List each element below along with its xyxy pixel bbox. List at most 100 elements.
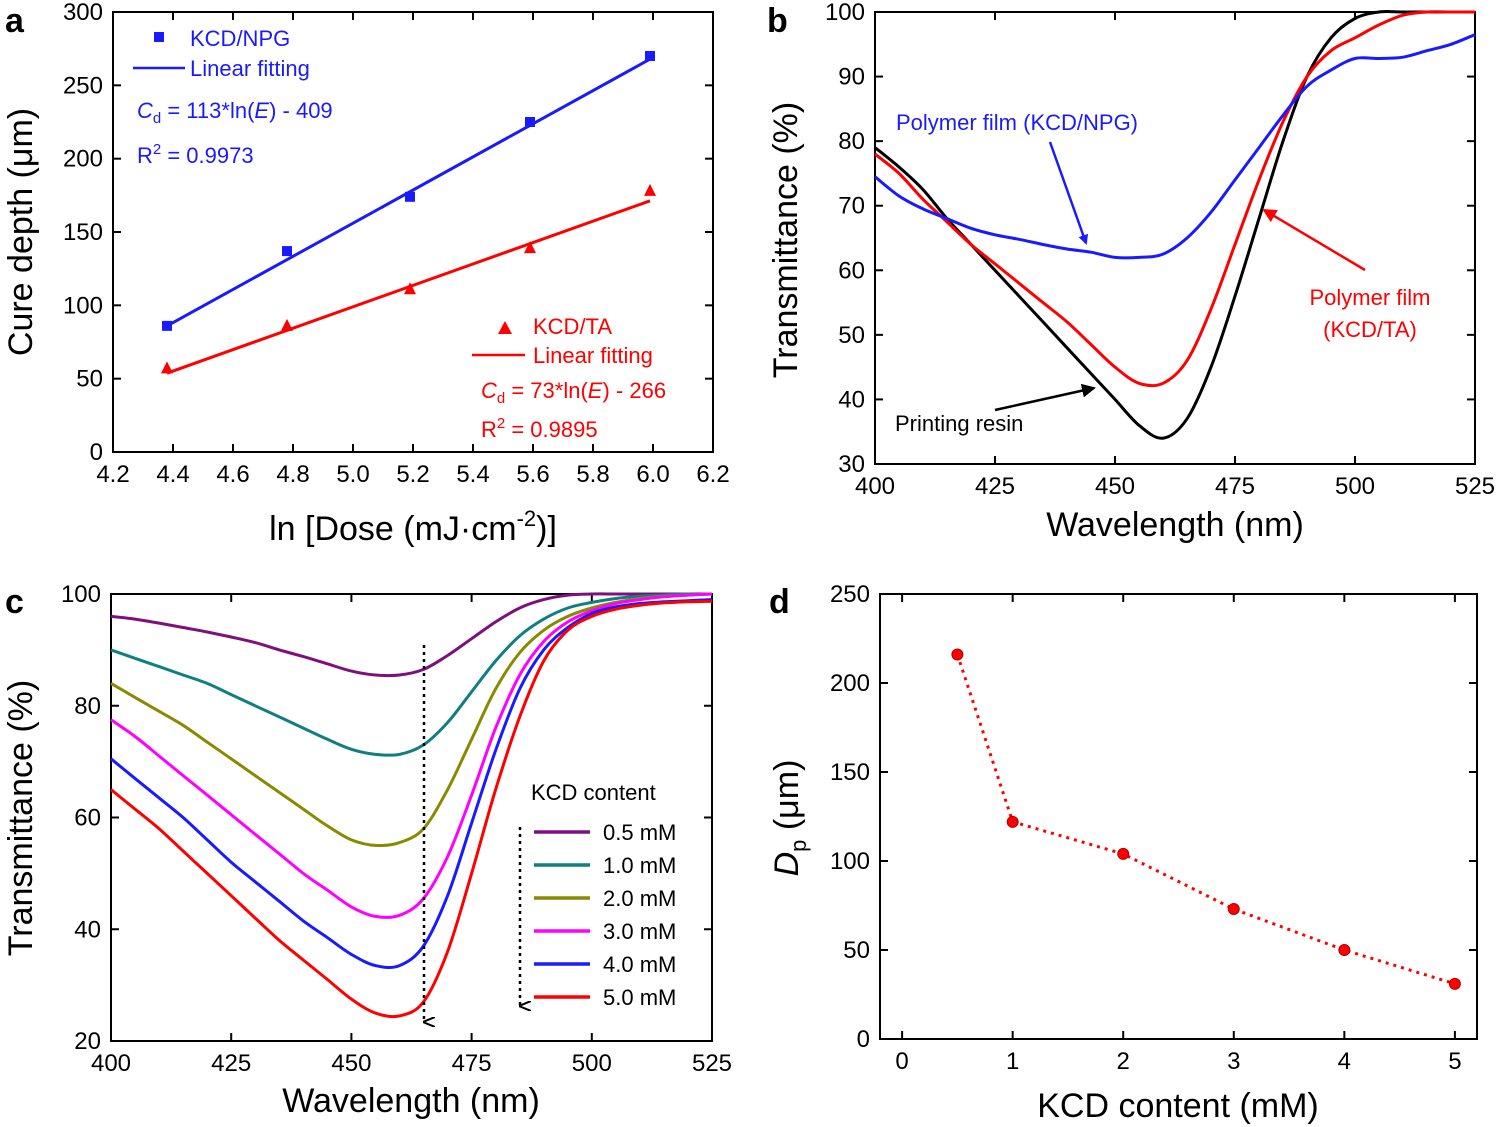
dp-point bbox=[951, 648, 964, 661]
point-npg bbox=[162, 320, 172, 331]
panel-c-y-label: Transmittance (%) bbox=[2, 680, 40, 956]
annotation-npg-arrow bbox=[1048, 141, 1089, 245]
annotation-ta-arrow bbox=[1262, 208, 1366, 272]
panel-b-y-tick-label: 100 bbox=[825, 0, 865, 26]
legend-ta-label: KCD/TA bbox=[533, 314, 612, 339]
dp-line bbox=[955, 654, 1456, 986]
annotation-ta-film-line2: (KCD/TA) bbox=[1323, 317, 1417, 342]
panel-d-letter: d bbox=[769, 583, 790, 621]
panel-d-y-tick-label: 200 bbox=[830, 670, 870, 697]
panel-a-y-tick-label: 200 bbox=[63, 146, 103, 173]
equation-npg: Cd = 113*ln(E) - 409 bbox=[137, 98, 333, 127]
panel-b-x-tick-label: 450 bbox=[1095, 473, 1135, 500]
panel-b-y-ticks: 30 40 50 60 70 80 90 100 bbox=[825, 0, 1475, 478]
panel-a-y-tick-label: 0 bbox=[90, 439, 103, 466]
panel-c-x-tick-label: 475 bbox=[452, 1050, 492, 1077]
panel-a-x-tick-label: 4.4 bbox=[156, 461, 189, 488]
panel-a-y-tick-label: 150 bbox=[63, 219, 103, 246]
legend-npg-fit-label: Linear fitting bbox=[190, 56, 310, 81]
point-ta bbox=[404, 282, 416, 295]
point-npg bbox=[645, 51, 655, 61]
panel-a-x-tick-label: 5.6 bbox=[516, 461, 549, 488]
panel-d-frame bbox=[879, 593, 1478, 1040]
panel-b-y-tick-label: 30 bbox=[838, 451, 865, 478]
panel-c-x-tick-label: 400 bbox=[91, 1050, 131, 1077]
panel-d-x-label: KCD content (mM) bbox=[1037, 1087, 1319, 1125]
panel-a-x-tick-label: 5.2 bbox=[396, 461, 429, 488]
panel-c: c 400 425 450 475 500 525 20 40 60 80 100 Wavelen… bbox=[2, 581, 732, 1120]
dp-point bbox=[1117, 847, 1130, 860]
panel-d-y-tick-label: 150 bbox=[830, 759, 870, 786]
panel-a-x-tick-label: 5.8 bbox=[576, 461, 609, 488]
panel-a-x-tick-label: 5.4 bbox=[456, 461, 489, 488]
panel-b-y-tick-label: 80 bbox=[838, 128, 865, 155]
panel-c-y-tick-label: 20 bbox=[74, 1028, 101, 1055]
legend-npg-label: KCD/NPG bbox=[190, 26, 290, 51]
point-ta bbox=[644, 183, 656, 196]
legend-label: 5.0 mM bbox=[603, 985, 676, 1010]
dp-point bbox=[1338, 944, 1351, 956]
panel-b-y-tick-label: 90 bbox=[838, 64, 865, 91]
panel-b-x-tick-label: 425 bbox=[975, 473, 1015, 500]
series-line-ta-film bbox=[874, 10, 1475, 388]
panel-b-y-tick-label: 50 bbox=[838, 322, 865, 349]
panel-c-y-tick-label: 80 bbox=[74, 693, 101, 720]
panel-b-letter: b bbox=[767, 2, 788, 40]
point-ta bbox=[524, 241, 536, 254]
panel-b-x-ticks: 400 425 450 475 500 525 bbox=[855, 12, 1495, 500]
panel-b-x-label: Wavelength (nm) bbox=[1046, 506, 1304, 544]
panel-b-x-tick-label: 525 bbox=[1455, 473, 1495, 500]
dp-point bbox=[1006, 815, 1019, 828]
series-line-10mm bbox=[110, 592, 713, 757]
panel-c-y-tick-label: 40 bbox=[74, 916, 101, 943]
point-ta bbox=[281, 318, 293, 331]
panel-d-y-ticks: 0 50 100 150 200 250 bbox=[830, 581, 1477, 1053]
annotation-npg-film: Polymer film (KCD/NPG) bbox=[896, 110, 1138, 135]
legend-label: 4.0 mM bbox=[603, 952, 676, 977]
panel-a-y-tick-label: 50 bbox=[76, 366, 103, 393]
panel-c-x-label: Wavelength (nm) bbox=[282, 1082, 540, 1120]
panel-b-lines bbox=[874, 10, 1476, 440]
panel-c-y-tick-label: 60 bbox=[74, 805, 101, 832]
panel-b-y-tick-label: 60 bbox=[838, 257, 865, 284]
legend-label: 2.0 mM bbox=[603, 886, 676, 911]
panel-d-y-tick-label: 50 bbox=[843, 937, 870, 964]
series-line-05mm bbox=[110, 592, 712, 678]
annotation-resin-arrow bbox=[994, 383, 1096, 412]
legend-label: 3.0 mM bbox=[603, 919, 676, 944]
panel-c-y-ticks: 20 40 60 80 100 bbox=[61, 581, 712, 1055]
panel-d-x-tick-label: 5 bbox=[1448, 1048, 1461, 1075]
panel-b-x-tick-label: 400 bbox=[855, 473, 895, 500]
panel-d-y-tick-label: 0 bbox=[857, 1026, 870, 1053]
panel-c-x-tick-label: 450 bbox=[331, 1050, 371, 1077]
series-line-50mm bbox=[110, 599, 713, 1019]
panel-d-x-tick-label: 0 bbox=[895, 1048, 908, 1075]
panel-a-x-tick-label: 6.2 bbox=[696, 461, 729, 488]
panel-a-x-tick-label: 4.6 bbox=[216, 461, 249, 488]
panel-a-x-tick-label: 5.0 bbox=[336, 461, 369, 488]
legend-ta-fit-label: Linear fitting bbox=[533, 343, 653, 368]
panel-d-y-tick-label: 100 bbox=[830, 848, 870, 875]
annotation-ta-film-line1: Polymer film bbox=[1309, 285, 1430, 310]
panel-c-legend-title: KCD content bbox=[531, 780, 656, 805]
panel-c-x-tick-label: 425 bbox=[211, 1050, 251, 1077]
panel-a-y-tick-label: 100 bbox=[63, 292, 103, 319]
panel-b-frame bbox=[874, 11, 1476, 465]
point-ta bbox=[161, 361, 173, 374]
panel-d-x-tick-label: 3 bbox=[1227, 1048, 1240, 1075]
panel-a-y-tick-label: 300 bbox=[63, 0, 103, 26]
panel-d: d 0 1 2 3 4 5 0 50 100 150 200 250 KCD content (mM… bbox=[768, 581, 1478, 1125]
r2-ta: R2 = 0.9895 bbox=[481, 415, 598, 442]
equation-ta: Cd = 73*ln(E) - 266 bbox=[481, 378, 666, 407]
panel-c-letter: c bbox=[5, 583, 24, 621]
panel-d-lines bbox=[951, 648, 1461, 990]
panel-a-y-ticks: 0 50 100 150 200 250 300 bbox=[63, 0, 713, 466]
panel-d-y-tick-label: 250 bbox=[830, 581, 870, 608]
panel-b-y-label: Transmittance (%) bbox=[767, 102, 805, 378]
panel-a-x-tick-label: 4.8 bbox=[276, 461, 309, 488]
panel-b-y-tick-label: 70 bbox=[838, 193, 865, 220]
panel-b-x-tick-label: 475 bbox=[1215, 473, 1255, 500]
panel-c-legend: 0.5 mM 1.0 mM 2.0 mM 3.0 mM 4.0 mM 5.0 mM bbox=[534, 820, 676, 1010]
legend-npg-marker bbox=[154, 32, 164, 42]
